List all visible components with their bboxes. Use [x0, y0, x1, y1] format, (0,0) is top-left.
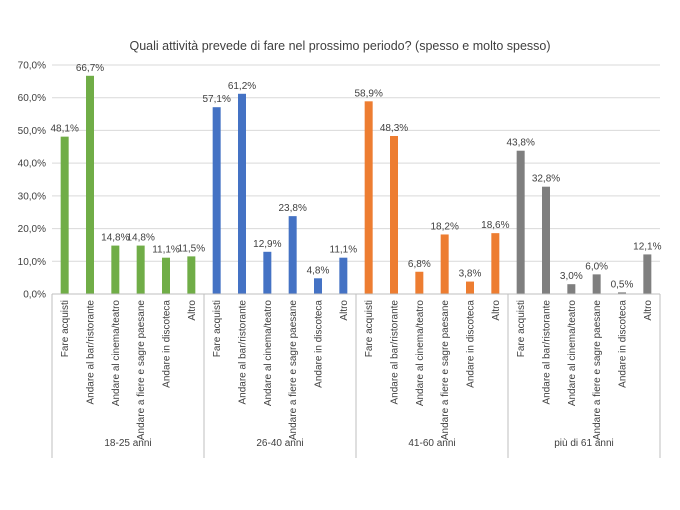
- category-label: Andare a fiere e sagre paesane: [288, 300, 299, 441]
- category-label: Altro: [491, 300, 502, 321]
- data-label: 32,8%: [532, 174, 560, 185]
- y-tick-label: 40,0%: [18, 159, 46, 170]
- data-label: 3,8%: [459, 269, 482, 280]
- x-axis: Fare acquisti Andare al bar/ristorante And…: [51, 293, 661, 458]
- data-label: 0,5%: [611, 279, 634, 290]
- category-label: Andare al bar/ristorante: [86, 300, 97, 405]
- data-label: 6,8%: [408, 259, 431, 270]
- bar: [516, 150, 525, 294]
- y-tick-label: 60,0%: [18, 93, 46, 104]
- bar: [187, 256, 196, 294]
- y-tick-label: 30,0%: [18, 191, 46, 202]
- data-label: 48,3%: [380, 123, 408, 134]
- category-label: Fare acquisti: [364, 300, 375, 357]
- category-label: Andare al bar/ristorante: [390, 300, 401, 405]
- data-label: 14,8%: [101, 233, 129, 244]
- bar: [314, 278, 322, 294]
- y-tick-label: 20,0%: [18, 224, 46, 235]
- data-label: 61,2%: [228, 81, 256, 92]
- y-axis: 0,0% 10,0% 20,0% 30,0% 40,0% 50,0% 60,0% 70,0%: [18, 61, 46, 301]
- group-label: più di 61 anni: [554, 438, 614, 449]
- y-tick-label: 50,0%: [18, 126, 46, 137]
- bar: [136, 245, 145, 294]
- data-label: 58,9%: [354, 88, 382, 99]
- category-label: Andare al bar/ristorante: [238, 300, 249, 405]
- bar: [238, 93, 246, 294]
- data-label: 14,8%: [126, 233, 154, 244]
- bar: [466, 281, 474, 294]
- bar: [390, 135, 398, 294]
- bar: [440, 234, 449, 294]
- category-label: Altro: [339, 300, 350, 321]
- bar: [415, 271, 424, 294]
- chart-title: Quali attività prevede di fare nel pross…: [129, 39, 550, 53]
- data-label: 18,2%: [430, 221, 458, 232]
- data-label: 6,0%: [585, 261, 608, 272]
- bar: [592, 274, 601, 294]
- bar: [567, 284, 576, 294]
- category-label: Fare acquisti: [516, 300, 527, 357]
- bar: [491, 233, 500, 294]
- category-label: Altro: [643, 300, 654, 321]
- data-label: 57,1%: [202, 94, 230, 105]
- bar: [288, 216, 297, 294]
- data-label: 18,6%: [481, 220, 509, 231]
- category-label: Andare a fiere e sagre paesane: [136, 300, 147, 441]
- category-label: Andare in discoteca: [162, 300, 173, 388]
- category-label: Andare al cinema/teatro: [415, 300, 426, 407]
- bar: [542, 186, 550, 294]
- bars: [60, 75, 652, 294]
- group-label: 26-40 anni: [256, 438, 303, 449]
- bar: [339, 257, 348, 294]
- data-label: 12,1%: [633, 241, 661, 252]
- data-label: 43,8%: [506, 138, 534, 149]
- category-label: Andare al bar/ristorante: [542, 300, 553, 405]
- data-label: 66,7%: [76, 63, 104, 74]
- category-label: Andare al cinema/teatro: [111, 300, 122, 407]
- y-tick-label: 70,0%: [18, 61, 46, 72]
- category-label: Andare in discoteca: [314, 300, 325, 388]
- category-label: Andare a fiere e sagre paesane: [592, 300, 603, 441]
- category-label: Fare acquisti: [212, 300, 223, 357]
- gridlines: [52, 64, 660, 262]
- bar: [263, 251, 272, 294]
- y-tick-label: 10,0%: [18, 257, 46, 268]
- bar: [364, 101, 373, 294]
- data-label: 4,8%: [307, 265, 330, 276]
- bar: [111, 245, 120, 294]
- category-label: Andare al cinema/teatro: [263, 300, 274, 407]
- data-label: 23,8%: [278, 203, 306, 214]
- y-tick-label: 0,0%: [23, 290, 46, 301]
- category-label: Andare a fiere e sagre paesane: [440, 300, 451, 441]
- bar: [643, 254, 652, 294]
- data-label: 11,5%: [178, 243, 206, 254]
- category-label: Andare al cinema/teatro: [567, 300, 578, 407]
- category-label: Andare in discoteca: [466, 300, 477, 388]
- bar: [162, 257, 170, 294]
- category-label: Andare in discoteca: [618, 300, 629, 388]
- bar: [618, 292, 626, 294]
- bar: [212, 107, 221, 294]
- data-label: 12,9%: [253, 239, 281, 250]
- bar: [86, 75, 94, 294]
- category-label: Fare acquisti: [60, 300, 71, 357]
- category-label: Altro: [187, 300, 198, 321]
- data-label: 48,1%: [50, 124, 78, 135]
- data-label: 11,1%: [152, 245, 180, 256]
- data-label: 3,0%: [560, 271, 583, 282]
- bar: [60, 136, 69, 294]
- data-labels: 48,1%66,7%14,8%14,8%11,1%11,5%57,1%61,2%…: [50, 63, 661, 291]
- data-label: 11,1%: [330, 245, 358, 256]
- group-label: 18-25 anni: [104, 438, 151, 449]
- group-label: 41-60 anni: [408, 438, 455, 449]
